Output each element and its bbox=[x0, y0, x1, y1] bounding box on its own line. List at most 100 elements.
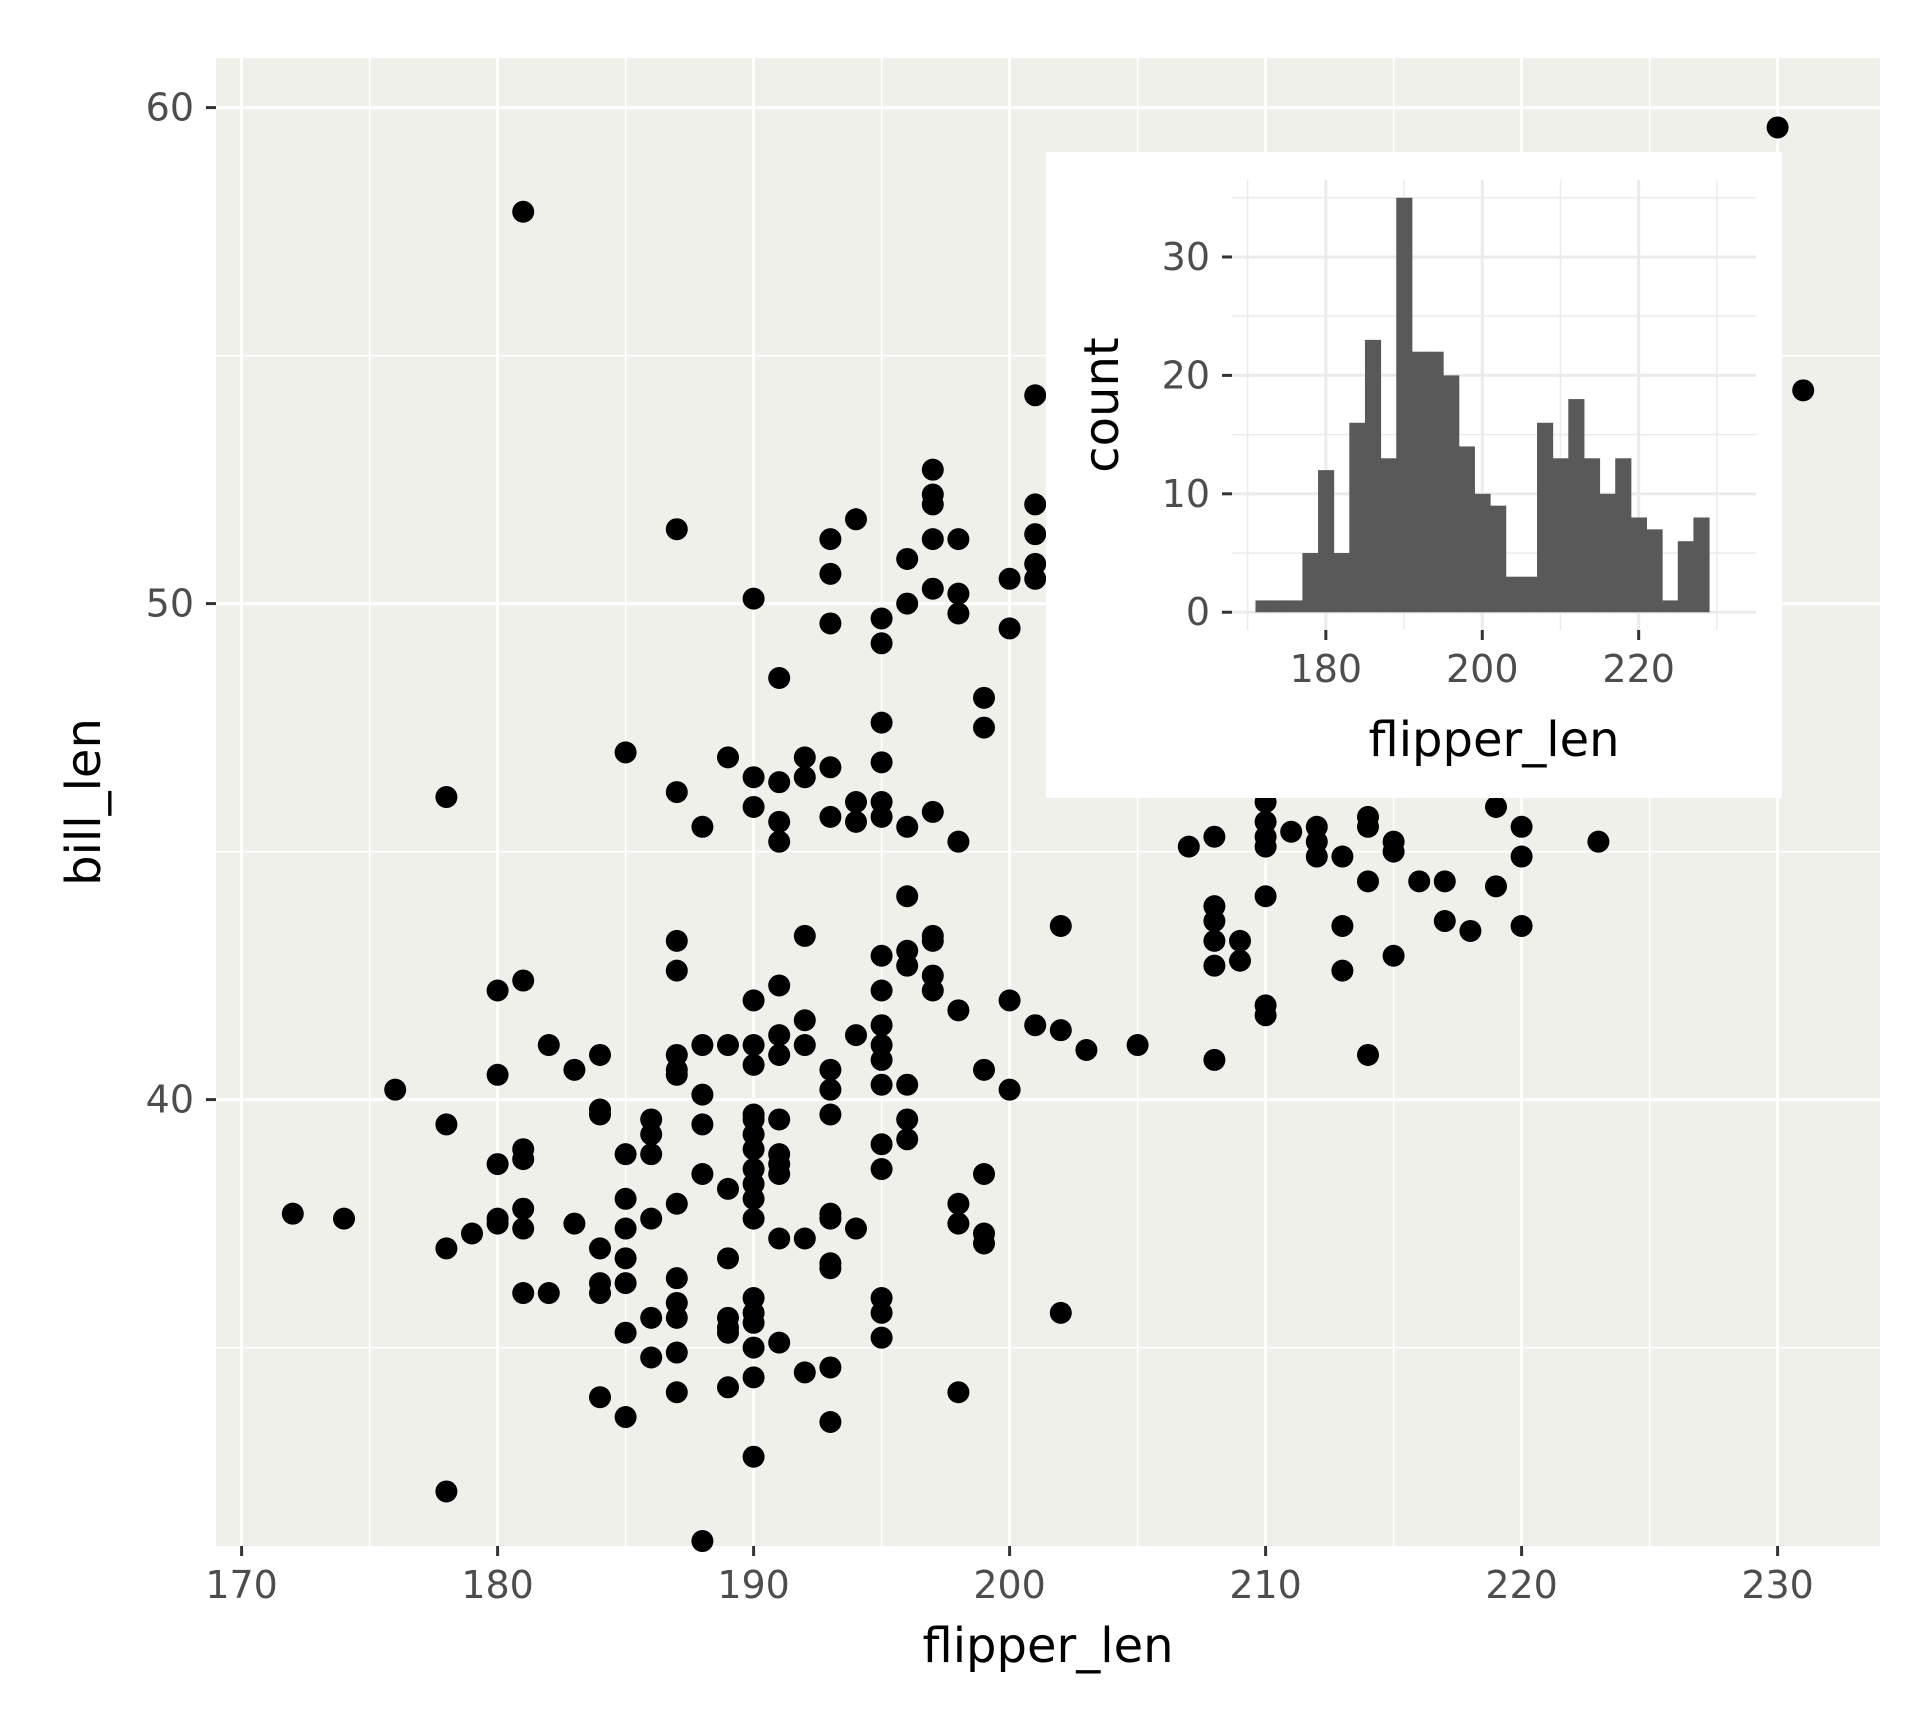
scatter-point bbox=[1382, 840, 1405, 863]
scatter-point bbox=[640, 1123, 663, 1146]
scatter-point bbox=[742, 1138, 765, 1161]
scatter-point bbox=[947, 1192, 970, 1215]
histogram-bar bbox=[1302, 553, 1319, 613]
scatter-point bbox=[691, 1530, 714, 1553]
histogram-bar bbox=[1411, 351, 1429, 613]
scatter-point bbox=[691, 1083, 714, 1106]
histogram-bar bbox=[1630, 517, 1648, 613]
inset-x-tick-label: 200 bbox=[1446, 647, 1519, 691]
inset-y-tick-label: 0 bbox=[1186, 590, 1210, 634]
scatter-point bbox=[640, 1346, 663, 1369]
scatter-point bbox=[947, 999, 970, 1022]
histogram-bar bbox=[1552, 458, 1569, 613]
scatter-point bbox=[819, 1257, 842, 1280]
scatter-point bbox=[1305, 845, 1328, 868]
scatter-point bbox=[614, 741, 637, 764]
scatter-point bbox=[768, 974, 791, 997]
scatter-point bbox=[768, 1163, 791, 1185]
scatter-point bbox=[1587, 830, 1610, 853]
inset-axes: 180 200 220 0 10 20 30 bbox=[1162, 235, 1675, 691]
scatter-point bbox=[1024, 1014, 1047, 1037]
scatter-point bbox=[947, 582, 970, 605]
scatter-point bbox=[1357, 870, 1379, 893]
scatter-point bbox=[1766, 116, 1789, 139]
scatter-point bbox=[486, 1063, 509, 1086]
scatter-point bbox=[614, 1217, 637, 1240]
scatter-point bbox=[768, 1331, 791, 1354]
histogram-bar bbox=[1364, 339, 1382, 613]
scatter-x-tick-label: 200 bbox=[973, 1563, 1046, 1607]
histogram-bar bbox=[1474, 493, 1491, 613]
inset-y-axis-title: count bbox=[1074, 337, 1130, 472]
scatter-point bbox=[1229, 949, 1251, 972]
scatter-point bbox=[537, 1034, 560, 1057]
scatter-point bbox=[819, 1078, 842, 1101]
scatter-point bbox=[742, 1053, 765, 1076]
scatter-point bbox=[947, 830, 970, 853]
scatter-point bbox=[768, 1043, 791, 1066]
scatter-x-tick-label: 220 bbox=[1485, 1563, 1558, 1607]
scatter-point bbox=[896, 1108, 919, 1131]
scatter-point bbox=[1357, 815, 1379, 838]
scatter-point bbox=[742, 1336, 765, 1359]
scatter-point bbox=[793, 1009, 816, 1032]
scatter-point bbox=[896, 1128, 919, 1151]
scatter-point bbox=[1229, 929, 1251, 952]
scatter-point bbox=[870, 1158, 893, 1181]
scatter-point bbox=[589, 1103, 611, 1126]
scatter-point bbox=[921, 528, 944, 551]
scatter-point bbox=[1510, 845, 1533, 868]
scatter-point bbox=[589, 1386, 611, 1409]
histogram-bar bbox=[1427, 351, 1444, 613]
scatter-point bbox=[870, 1301, 893, 1324]
scatter-point bbox=[742, 587, 765, 610]
scatter-point bbox=[845, 791, 867, 813]
scatter-y-tick-label: 60 bbox=[146, 86, 194, 130]
scatter-point bbox=[819, 1356, 842, 1379]
scatter-point bbox=[742, 989, 765, 1012]
scatter-point bbox=[1203, 1048, 1226, 1071]
scatter-point bbox=[614, 1272, 637, 1295]
scatter-point bbox=[1203, 910, 1226, 933]
inset-x-axis-title: flipper_len bbox=[1368, 712, 1619, 768]
scatter-point bbox=[870, 1014, 893, 1037]
scatter-point bbox=[665, 1267, 688, 1290]
scatter-point bbox=[742, 1311, 765, 1334]
scatter-point bbox=[1357, 1043, 1379, 1066]
histogram-bar bbox=[1615, 458, 1632, 613]
scatter-point bbox=[768, 1227, 791, 1250]
scatter-point bbox=[1433, 910, 1456, 933]
scatter-point bbox=[1254, 835, 1277, 858]
scatter-point bbox=[819, 562, 842, 585]
scatter-point bbox=[665, 1381, 688, 1404]
scatter-point bbox=[1331, 959, 1354, 982]
scatter-point bbox=[384, 1078, 407, 1101]
scatter-point bbox=[563, 1212, 586, 1235]
scatter-point bbox=[793, 746, 816, 769]
scatter-point bbox=[563, 1058, 586, 1081]
scatter-point bbox=[742, 1445, 765, 1468]
scatter-point bbox=[793, 766, 816, 789]
scatter-point bbox=[717, 1321, 739, 1344]
scatter-point bbox=[742, 1366, 765, 1389]
histogram-bar bbox=[1396, 197, 1413, 613]
scatter-point bbox=[665, 518, 688, 541]
scatter-point bbox=[1024, 567, 1047, 590]
scatter-point bbox=[819, 528, 842, 551]
scatter-point bbox=[896, 547, 919, 570]
scatter-point bbox=[1331, 845, 1354, 868]
scatter-point bbox=[1408, 870, 1431, 893]
scatter-point bbox=[973, 1163, 995, 1185]
scatter-point bbox=[717, 1376, 739, 1399]
histogram-bar bbox=[1662, 600, 1679, 613]
scatter-point bbox=[1510, 815, 1533, 838]
scatter-point bbox=[512, 969, 535, 992]
histogram-bar bbox=[1583, 458, 1601, 613]
scatter-point bbox=[870, 805, 893, 828]
scatter-point bbox=[1485, 875, 1507, 898]
scatter-point bbox=[793, 1361, 816, 1384]
scatter-point bbox=[691, 1034, 714, 1057]
scatter-point bbox=[1254, 1004, 1277, 1027]
inset-y-tick-label: 10 bbox=[1162, 472, 1210, 516]
